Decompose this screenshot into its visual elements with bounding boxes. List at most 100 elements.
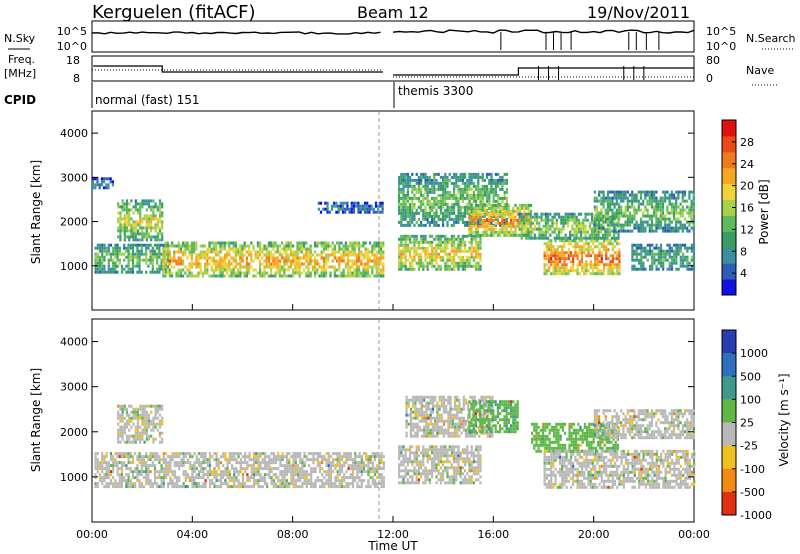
power-cell (400, 190, 403, 194)
power-cell (683, 199, 687, 203)
velocity-cell (120, 473, 124, 477)
power-cell (234, 253, 237, 257)
power-cell (320, 244, 323, 248)
velocity-cell (268, 464, 271, 468)
power-cell (675, 223, 678, 227)
power-cell (670, 258, 674, 262)
power-cell (272, 253, 275, 257)
power-cell (457, 178, 460, 182)
power-cell (168, 268, 171, 272)
power-cell (580, 269, 584, 273)
power-cell (160, 258, 163, 262)
power-cell (289, 247, 292, 251)
power-cell (505, 205, 508, 209)
velocity-cell (112, 482, 115, 486)
power-cell (637, 199, 640, 203)
power-cell (606, 190, 610, 194)
power-cell (381, 201, 384, 205)
power-cell (382, 253, 385, 257)
power-cell (314, 250, 317, 254)
power-cell (666, 211, 669, 215)
power-cell (96, 258, 99, 262)
power-cell (274, 262, 277, 266)
power-cell (474, 209, 477, 213)
power-cell (145, 243, 148, 247)
power-cell (609, 205, 612, 209)
power-cell (344, 265, 347, 269)
power-cell (173, 265, 176, 269)
power-cell (232, 244, 235, 248)
power-cell (283, 259, 286, 263)
power-cell (555, 236, 558, 240)
velocity-cell (259, 464, 262, 468)
velocity-cell (178, 461, 181, 465)
power-cell (516, 206, 519, 210)
power-cell (529, 209, 533, 213)
power-cell (195, 253, 198, 257)
power-cell (573, 233, 576, 237)
power-cell (117, 217, 120, 221)
power-cell (598, 269, 601, 273)
power-cell (617, 205, 621, 209)
power-cell (453, 243, 456, 247)
power-cell (188, 265, 191, 269)
power-cell (523, 206, 526, 210)
cpid-mode-1: normal (fast) 151 (95, 93, 199, 107)
velocity-cell (200, 476, 203, 480)
power-cell (134, 255, 137, 259)
power-cell (173, 253, 176, 257)
power-cell (613, 266, 617, 270)
power-cell (481, 233, 484, 237)
velocity-cell (235, 458, 238, 462)
power-cell (481, 184, 484, 188)
power-cell (648, 243, 652, 247)
power-cell (156, 270, 159, 274)
power-cell (657, 202, 660, 206)
power-cell (375, 259, 378, 263)
power-cell (522, 218, 525, 222)
power-cell (129, 243, 132, 247)
power-cell (228, 247, 231, 251)
power-cell (400, 187, 403, 191)
power-cell (464, 223, 467, 227)
power-cell (552, 248, 555, 252)
power-cell (439, 184, 442, 188)
power-cell (457, 217, 460, 221)
power-cell (380, 250, 383, 254)
power-cell (648, 226, 651, 230)
velocity-cell (136, 455, 139, 459)
power-cell (210, 247, 213, 251)
power-cell (292, 271, 295, 275)
velocity-cell (213, 476, 216, 480)
velocity-cell (116, 482, 119, 486)
power-cell (577, 218, 580, 222)
velocity-cell (241, 467, 245, 471)
velocity-cell (301, 458, 304, 462)
power-cell (613, 239, 617, 243)
freq-label: Freq. (8, 53, 35, 66)
velocity-cell (356, 467, 359, 471)
power-cell (446, 202, 449, 206)
velocity-cell (263, 467, 267, 471)
power-cell (151, 258, 154, 262)
power-cell (459, 175, 462, 179)
power-cell (177, 271, 180, 275)
velocity-cell (96, 467, 99, 471)
power-cell (595, 236, 598, 240)
power-panel-frame (91, 110, 695, 311)
power-cell (635, 208, 638, 212)
power-cell (139, 223, 142, 227)
power-cell (604, 229, 607, 233)
power-cell (505, 203, 508, 207)
velocity-cell (202, 473, 205, 477)
velocity-cell (349, 452, 352, 456)
power-cell (620, 199, 623, 203)
power-cell (584, 224, 587, 228)
power-cell (670, 205, 673, 209)
nsky-tick-bottom: 10^0 (57, 40, 87, 53)
power-cell (267, 250, 270, 254)
velocity-cell (299, 479, 302, 483)
power-cell (533, 218, 536, 222)
power-cell (514, 218, 517, 222)
power-cell (567, 239, 570, 243)
